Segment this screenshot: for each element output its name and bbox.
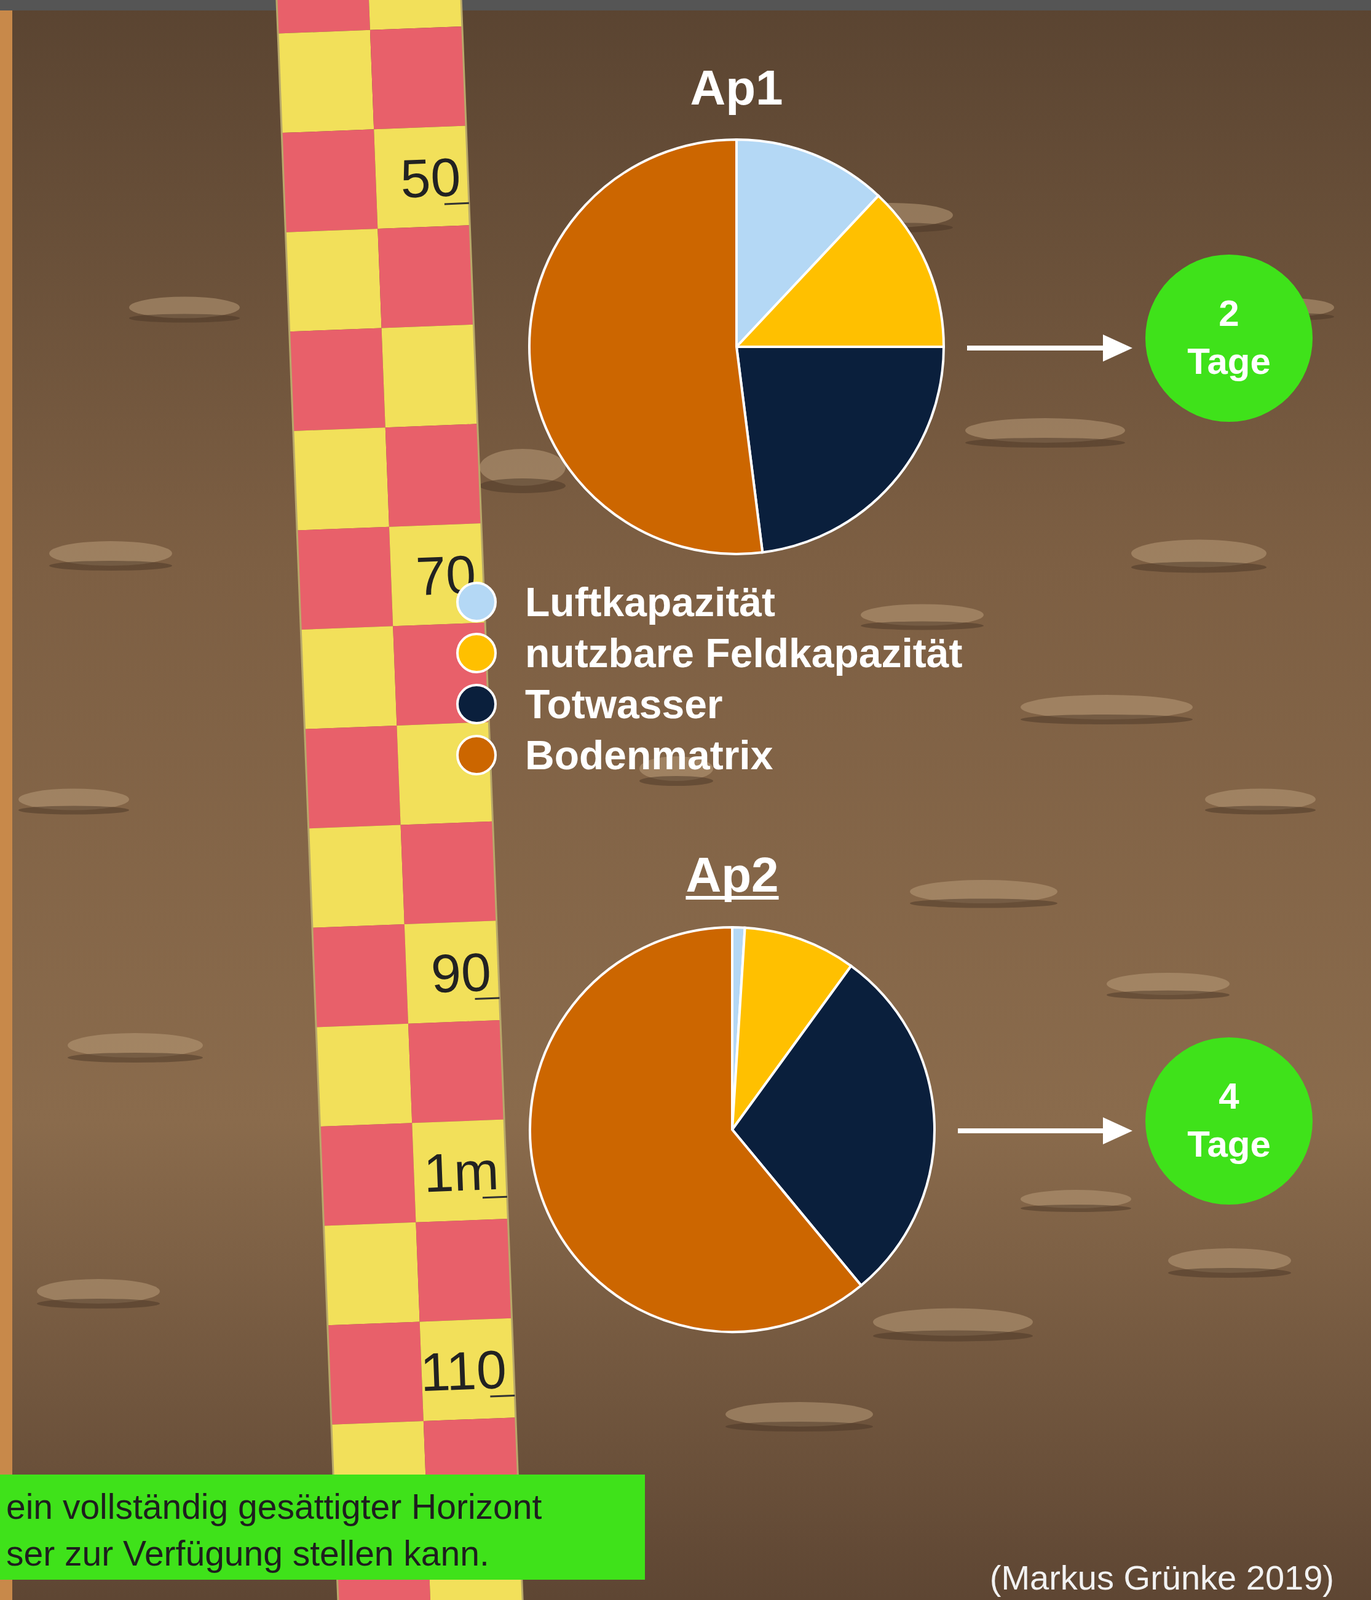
ruler-square bbox=[327, 1321, 424, 1424]
top-bar bbox=[0, 0, 1371, 11]
note-box bbox=[0, 1474, 645, 1580]
ruler-square bbox=[400, 821, 497, 925]
background bbox=[0, 0, 1371, 1600]
title-underline bbox=[685, 895, 779, 900]
legend-swatch bbox=[457, 684, 496, 724]
stone-shadow bbox=[965, 437, 1126, 448]
ruler-square bbox=[373, 126, 470, 229]
pie-chart: Ap1 2 Tage bbox=[529, 60, 1313, 554]
note-line: ser zur Verfügung stellen kann. bbox=[6, 1533, 490, 1573]
ruler-square bbox=[293, 427, 390, 530]
legend-label: nutzbare Feldkapazität bbox=[525, 630, 963, 676]
days-circle bbox=[1145, 1037, 1313, 1205]
legend-label: Luftkapazität bbox=[525, 579, 776, 625]
stone-shadow bbox=[909, 898, 1058, 908]
stone-shadow bbox=[129, 314, 240, 323]
stone-shadow bbox=[725, 1421, 874, 1432]
pie-title: Ap2 bbox=[685, 847, 779, 902]
stone-shadow bbox=[1020, 714, 1193, 725]
ruler-label: 1m bbox=[422, 1139, 500, 1204]
ruler-square bbox=[381, 324, 478, 428]
ruler-square bbox=[319, 1122, 416, 1226]
arrow-head bbox=[1102, 334, 1133, 362]
ruler-square bbox=[385, 423, 482, 527]
legend-label: Bodenmatrix bbox=[525, 732, 774, 778]
stone-shadow bbox=[1168, 1267, 1292, 1278]
credit: (Markus Grünke 2019) bbox=[989, 1557, 1335, 1597]
stone-shadow bbox=[873, 1330, 1033, 1342]
ruler-square bbox=[296, 526, 393, 630]
pie-title: Ap1 bbox=[689, 60, 783, 115]
legend-label: Totwasser bbox=[525, 681, 724, 727]
stone-shadow bbox=[479, 478, 566, 494]
arrow-line bbox=[967, 345, 1108, 351]
canvas: 5070901m110Ap12TageAp24TageLuftkapazität… bbox=[0, 0, 1371, 1600]
ruler-square bbox=[277, 30, 374, 133]
arrow-line bbox=[957, 1128, 1108, 1134]
note-line: ein vollständig gesättigter Horizont bbox=[6, 1486, 542, 1526]
arrow-head bbox=[1102, 1117, 1133, 1145]
legend-swatch bbox=[457, 633, 496, 672]
ruler-square bbox=[308, 824, 405, 928]
stone-shadow bbox=[1205, 806, 1316, 815]
ruler-square bbox=[289, 328, 386, 431]
ruler-square bbox=[368, 0, 463, 31]
left-strip bbox=[0, 10, 13, 1600]
stone-shadow bbox=[49, 560, 173, 571]
days-value: 2 bbox=[1218, 292, 1239, 334]
ruler-square bbox=[312, 924, 409, 1027]
stone-shadow bbox=[1131, 561, 1267, 573]
ruler: 5070901m110 bbox=[276, 0, 524, 1600]
stone-shadow bbox=[18, 806, 130, 815]
ruler-label: 50 bbox=[399, 146, 462, 210]
ruler-square bbox=[276, 0, 371, 34]
ruler-square bbox=[285, 228, 382, 332]
ruler-label: 110 bbox=[419, 1338, 508, 1403]
stone-shadow bbox=[1020, 1204, 1132, 1212]
days-circle bbox=[1145, 254, 1313, 422]
legend-swatch bbox=[457, 582, 496, 621]
ruler-square bbox=[370, 26, 467, 130]
ruler-square bbox=[404, 920, 501, 1024]
pie-slice bbox=[736, 195, 944, 347]
ruler-square bbox=[408, 1019, 505, 1123]
ruler-label: 90 bbox=[429, 941, 493, 1005]
days-label: Tage bbox=[1187, 340, 1271, 382]
ruler-square bbox=[323, 1222, 420, 1325]
ruler-square bbox=[304, 725, 401, 829]
ruler-square bbox=[281, 129, 378, 232]
pie-slice bbox=[529, 927, 862, 1332]
pie-slice bbox=[529, 139, 763, 554]
ruler-square bbox=[300, 625, 397, 729]
stone-shadow bbox=[860, 621, 984, 631]
stone-shadow bbox=[67, 1052, 203, 1063]
days-label: Tage bbox=[1187, 1123, 1271, 1165]
days-value: 4 bbox=[1218, 1075, 1240, 1117]
stone-shadow bbox=[1106, 990, 1230, 1000]
stone-shadow bbox=[36, 1298, 160, 1309]
ruler-edge bbox=[276, 0, 339, 1600]
legend: Luftkapazität nutzbare Feldkapazität Totwa… bbox=[457, 579, 963, 778]
pie-chart: Ap2 4 Tage bbox=[529, 847, 1313, 1332]
legend-swatch bbox=[457, 735, 496, 775]
ruler-square bbox=[377, 225, 474, 328]
ruler-square bbox=[415, 1218, 512, 1322]
pie-slice bbox=[736, 346, 944, 553]
ruler-square bbox=[316, 1023, 412, 1127]
ruler-square bbox=[411, 1118, 508, 1222]
